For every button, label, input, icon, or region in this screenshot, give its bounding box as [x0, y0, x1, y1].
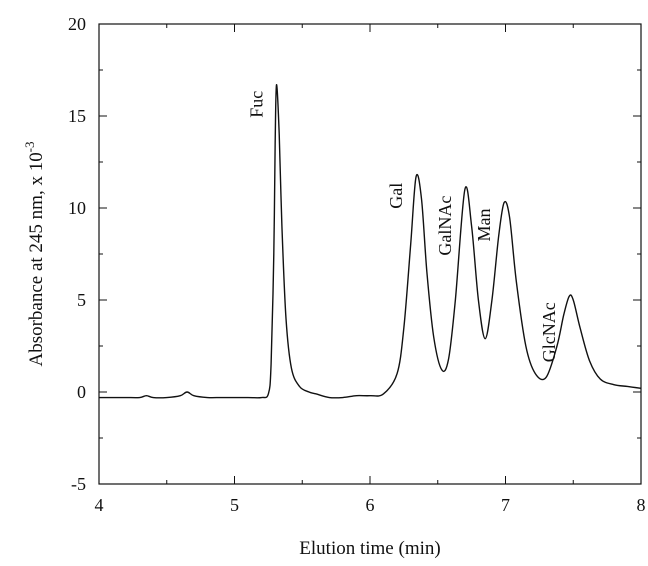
peak-label: GlcNAc: [539, 302, 559, 362]
x-axis-tick-labels: 4 5 6 7 8: [95, 495, 646, 515]
y-axis-title: Absorbance at 245 nm, x 10-3: [22, 141, 47, 366]
y-axis-ticks: [99, 23, 641, 485]
x-axis-ticks: [98, 24, 642, 484]
peak-label: Fuc: [247, 91, 267, 118]
x-tick-label: 7: [501, 495, 510, 515]
x-tick-label: 5: [230, 495, 239, 515]
y-axis-title-main: Absorbance at 245 nm, x 10: [26, 152, 47, 366]
chromatogram-trace: [98, 84, 642, 399]
x-tick-label: 8: [637, 495, 646, 515]
x-tick-label: 6: [366, 495, 375, 515]
y-tick-label: 5: [77, 290, 86, 310]
peak-label: Man: [474, 209, 494, 242]
peak-label: Gal: [386, 183, 406, 209]
y-tick-label: 10: [68, 198, 86, 218]
y-axis-tick-labels: -5 0 5 10 15 20: [68, 14, 86, 494]
y-tick-label: 20: [68, 14, 86, 34]
plot-frame: [98, 23, 642, 485]
x-axis-title: Elution time (min): [299, 538, 440, 559]
y-tick-label: -5: [71, 474, 86, 494]
y-tick-label: 0: [77, 382, 86, 402]
y-tick-label: 15: [68, 106, 86, 126]
y-axis-title-exponent: -3: [22, 141, 37, 152]
peak-labels: Fuc Gal GalNAc Man GlcNAc: [247, 91, 560, 363]
x-tick-label: 4: [95, 495, 104, 515]
peak-label: GalNAc: [435, 196, 455, 256]
